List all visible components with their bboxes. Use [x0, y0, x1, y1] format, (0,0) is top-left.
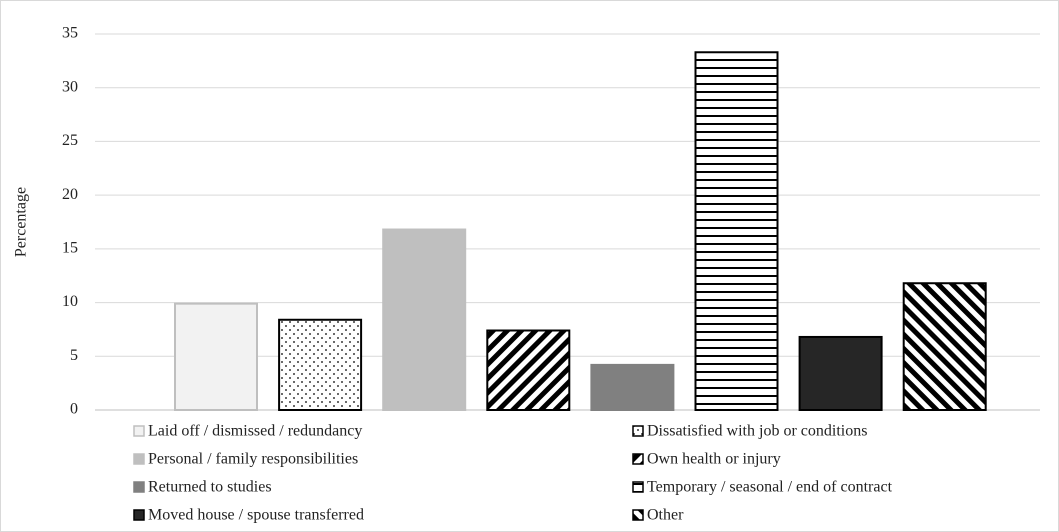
bar — [486, 329, 571, 412]
bar — [590, 363, 675, 412]
legend-swatch — [632, 453, 644, 465]
legend-swatch — [133, 481, 145, 493]
legend-label: Laid off / dismissed / redundancy — [148, 423, 362, 440]
legend-swatch — [133, 453, 145, 465]
legend-swatch — [632, 509, 644, 521]
bar — [694, 51, 779, 412]
legend-label: Dissatisfied with job or conditions — [647, 423, 867, 440]
legend-label: Own health or injury — [647, 451, 781, 468]
y-tick-label: 0 — [70, 401, 78, 418]
legend-label: Moved house / spouse transferred — [148, 507, 364, 524]
y-tick-label: 10 — [62, 293, 78, 310]
y-tick-label: 35 — [62, 25, 78, 42]
y-tick-label: 15 — [62, 240, 78, 257]
y-tick-label: 20 — [62, 186, 78, 203]
y-tick-label: 25 — [62, 132, 78, 149]
y-tick-label: 5 — [70, 347, 78, 364]
legend-swatch — [632, 481, 644, 493]
bar — [174, 302, 258, 412]
legend-label: Personal / family responsibilities — [148, 451, 358, 468]
bar — [382, 228, 467, 411]
legend-swatch — [632, 425, 644, 437]
bar — [278, 318, 363, 412]
legend-swatch — [133, 425, 145, 437]
legend-swatch — [133, 509, 145, 521]
legend-label: Temporary / seasonal / end of contract — [647, 479, 893, 496]
legend-label: Other — [647, 507, 684, 524]
bar — [902, 282, 987, 411]
y-axis-label: Percentage — [13, 187, 30, 257]
bar — [798, 335, 883, 412]
legend-label: Returned to studies — [148, 479, 272, 496]
y-tick-label: 30 — [62, 78, 78, 95]
